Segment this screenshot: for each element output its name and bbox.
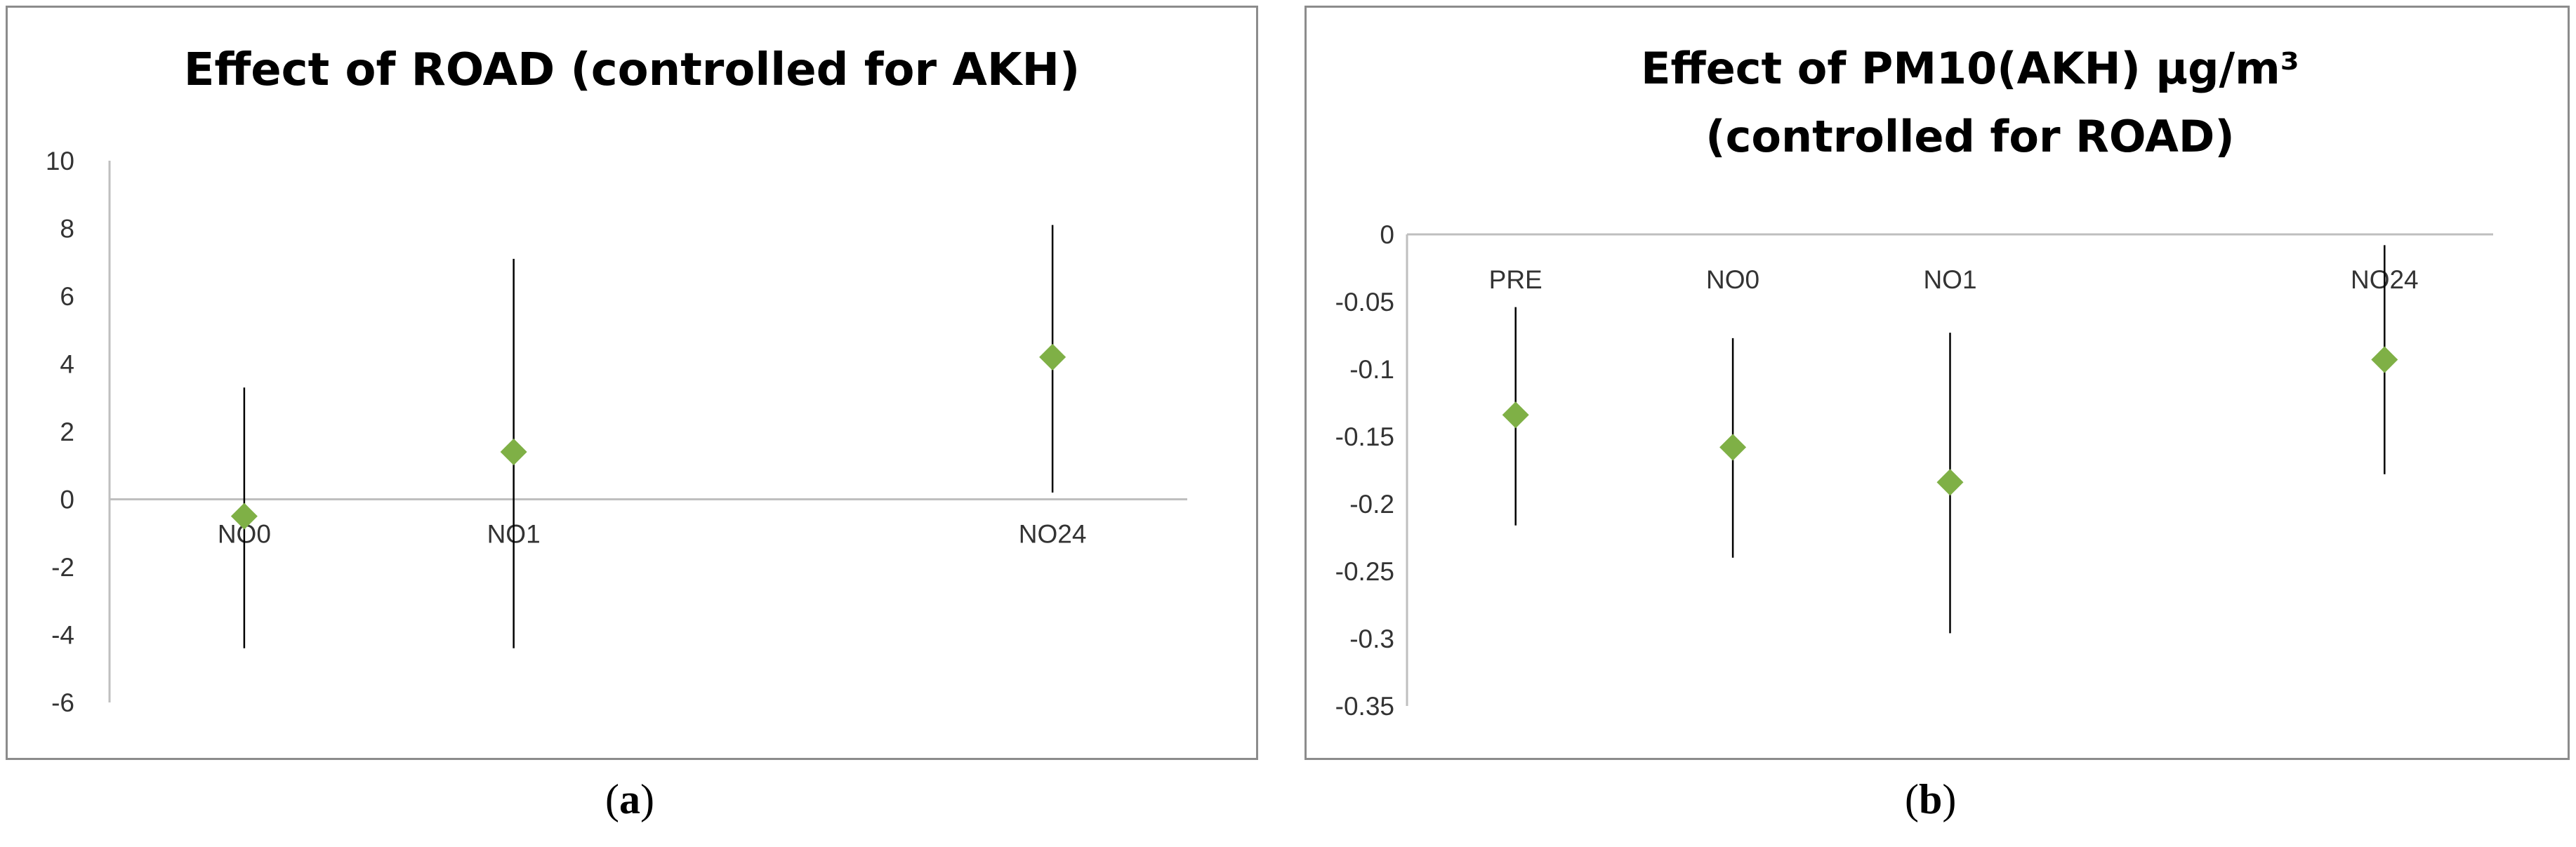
- chart-b-point-marker: [1502, 401, 1529, 429]
- chart-a-y-tick-label: 0: [60, 486, 74, 514]
- chart-b-point-marker: [2371, 346, 2398, 373]
- chart-a-y-tick-label: 6: [60, 282, 74, 311]
- chart-b-y-tick-label: -0.2: [1349, 490, 1394, 519]
- caption-b-close: ): [1942, 776, 1957, 822]
- chart-a-category-label: NO24: [1019, 520, 1087, 549]
- chart-a-point-marker: [1039, 343, 1066, 371]
- caption-a-open: (: [605, 776, 619, 822]
- chart-a-point-marker: [500, 438, 527, 465]
- chart-a-svg: Effect of ROAD (controlled for AKH) 10 8 6 4…: [46, 44, 1187, 717]
- chart-a-y-tick-label: 10: [46, 147, 74, 175]
- caption-b-open: (: [1905, 776, 1919, 822]
- chart-b-point-marker: [1719, 434, 1747, 461]
- chart-b-category-label: PRE: [1489, 265, 1543, 294]
- chart-b-y-tick-label: -0.05: [1335, 288, 1394, 316]
- chart-b-title-line: Effect of PM10(AKH) μg/m³: [1641, 43, 2299, 94]
- chart-b-point-marker: [1936, 469, 1964, 496]
- chart-b-category-label: NO1: [1923, 265, 1976, 294]
- caption-b: (b): [1905, 775, 1956, 824]
- chart-b-svg: Effect of PM10(AKH) μg/m³ (controlled for…: [1335, 43, 2493, 721]
- chart-a-y-tick-label: -4: [51, 621, 74, 650]
- chart-b-y-tick-label: -0.3: [1349, 625, 1394, 653]
- caption-a-close: ): [640, 776, 654, 822]
- chart-b-y-tick-label: -0.15: [1335, 422, 1394, 451]
- chart-a-y-tick-label: -6: [51, 688, 74, 717]
- chart-b-y-tick-label: -0.35: [1335, 692, 1394, 721]
- chart-b-y-tick-label: 0: [1380, 220, 1394, 249]
- chart-b-category-label: NO0: [1706, 265, 1759, 294]
- caption-a-letter: a: [619, 776, 640, 822]
- chart-a-y-tick-label: -2: [51, 553, 74, 582]
- caption-b-letter: b: [1918, 776, 1943, 822]
- chart-b-y-tick-label: -0.1: [1349, 355, 1394, 384]
- chart-a-point-marker: [230, 502, 258, 530]
- chart-b-y-tick-label: -0.25: [1335, 557, 1394, 586]
- chart-a-title-line: Effect of ROAD (controlled for AKH): [184, 44, 1081, 96]
- caption-a: (a): [605, 775, 654, 824]
- chart-a-y-tick-label: 8: [60, 215, 74, 244]
- chart-b-title-line: (controlled for ROAD): [1705, 111, 2234, 162]
- chart-panel-a: Effect of ROAD (controlled for AKH) 10 8 6 4…: [6, 6, 1258, 760]
- chart-a-y-tick-label: 4: [60, 350, 74, 379]
- chart-panel-b: Effect of PM10(AKH) μg/m³ (controlled for…: [1304, 6, 2570, 760]
- chart-a-y-tick-label: 2: [60, 418, 74, 446]
